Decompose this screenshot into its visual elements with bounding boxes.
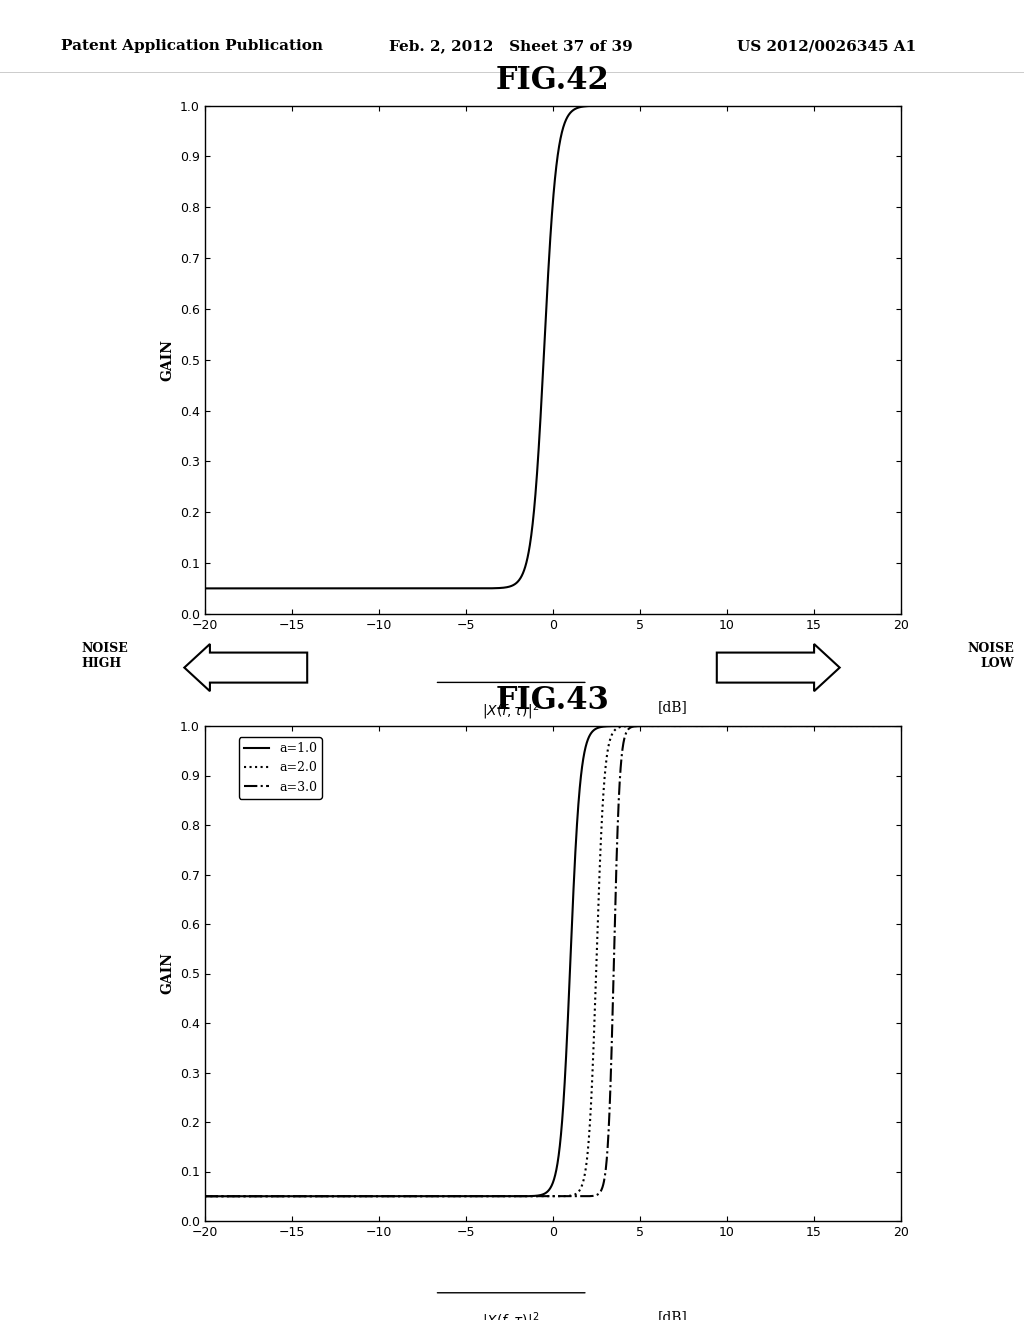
a=1.0: [807, 718, 819, 734]
a=3.0: [199, 1188, 211, 1204]
a=3.0: [279, 1188, 291, 1204]
Text: Patent Application Publication: Patent Application Publication: [61, 40, 324, 53]
Text: [dB]: [dB]: [657, 1309, 687, 1320]
a=2.0: [319, 1188, 332, 1204]
Text: US 2012/0026345 A1: US 2012/0026345 A1: [737, 40, 916, 53]
Text: NOISE
HIGH: NOISE HIGH: [82, 642, 129, 669]
Text: $|X(f,\tau)|^2$: $|X(f,\tau)|^2$: [482, 1309, 540, 1320]
a=3.0: [807, 718, 819, 734]
Title: FIG.42: FIG.42: [496, 65, 610, 96]
Y-axis label: GAIN: GAIN: [161, 953, 174, 994]
a=2.0: [807, 718, 819, 734]
Text: $|N(f,\tau)|^2$: $|N(f,\tau)|^2$: [482, 735, 541, 758]
a=2.0: [733, 718, 745, 734]
a=3.0: [466, 1188, 478, 1204]
FancyArrow shape: [184, 644, 307, 692]
Text: $|X(f,\tau)|^2$: $|X(f,\tau)|^2$: [482, 700, 540, 722]
Title: FIG.43: FIG.43: [496, 685, 610, 717]
Line: a=1.0: a=1.0: [205, 726, 901, 1196]
a=1.0: [496, 1188, 508, 1204]
FancyArrow shape: [717, 644, 840, 692]
Text: [dB]: [dB]: [657, 700, 687, 714]
a=2.0: [279, 1188, 291, 1204]
Legend: a=1.0, a=2.0, a=3.0: a=1.0, a=2.0, a=3.0: [239, 737, 322, 799]
a=1.0: [279, 1188, 291, 1204]
a=1.0: [199, 1188, 211, 1204]
a=3.0: [715, 718, 727, 734]
Line: a=2.0: a=2.0: [205, 726, 901, 1196]
a=1.0: [882, 718, 894, 734]
a=3.0: [895, 718, 907, 734]
Line: a=3.0: a=3.0: [205, 726, 901, 1196]
a=1.0: [895, 718, 907, 734]
a=1.0: [466, 1188, 478, 1204]
a=2.0: [496, 1188, 508, 1204]
a=2.0: [466, 1188, 478, 1204]
Y-axis label: GAIN: GAIN: [161, 339, 174, 380]
Text: Feb. 2, 2012   Sheet 37 of 39: Feb. 2, 2012 Sheet 37 of 39: [389, 40, 633, 53]
a=2.0: [199, 1188, 211, 1204]
Text: NOISE
LOW: NOISE LOW: [967, 642, 1014, 669]
a=1.0: [319, 1188, 332, 1204]
a=2.0: [895, 718, 907, 734]
a=3.0: [496, 1188, 508, 1204]
a=2.0: [882, 718, 894, 734]
a=3.0: [882, 718, 894, 734]
a=1.0: [748, 718, 760, 734]
a=3.0: [319, 1188, 332, 1204]
